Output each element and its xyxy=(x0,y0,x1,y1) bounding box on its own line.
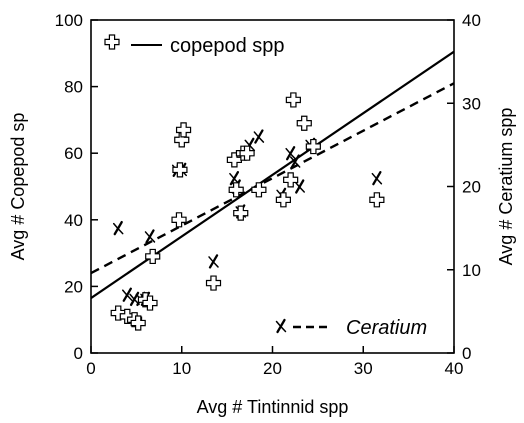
copepod-fit-line xyxy=(91,50,454,299)
x-marker-stroke xyxy=(208,256,219,268)
legend-copepod: copepod spp xyxy=(104,34,285,57)
copepod-point xyxy=(145,248,161,265)
copepod-point xyxy=(369,192,385,208)
axis-ticks xyxy=(90,19,455,354)
legend-ceratium-label: Ceratium xyxy=(346,317,427,339)
x-tick-label: 40 xyxy=(445,359,464,378)
y-right-tick-label: 0 xyxy=(462,344,471,363)
x-marker-stroke xyxy=(122,289,133,301)
y-left-tick-label: 40 xyxy=(64,211,83,230)
x-tick-label: 20 xyxy=(263,359,282,378)
x-marker-stroke xyxy=(112,222,124,235)
y-right-tick-label: 30 xyxy=(462,94,481,113)
copepod-point xyxy=(251,182,267,198)
copepod-point xyxy=(171,212,187,228)
y-left-tick-label: 60 xyxy=(64,144,83,163)
copepod-point xyxy=(119,308,135,324)
legend-ceratium-x xyxy=(275,318,287,334)
y-axis-left-label: Avg # Copepod sp xyxy=(8,113,28,261)
x-marker-stroke xyxy=(144,231,156,243)
y-left-tick-label: 20 xyxy=(64,277,83,296)
legend-copepod-cross xyxy=(104,34,120,50)
legend-copepod-marker xyxy=(104,34,120,50)
copepod-point xyxy=(172,162,188,178)
x-axis-label: Avg # Tintinnid spp xyxy=(197,397,349,417)
x-marker-stroke xyxy=(285,147,296,160)
y-right-tick-label: 20 xyxy=(462,178,481,197)
ceratium-point xyxy=(253,129,265,144)
ceratium-point xyxy=(208,254,219,269)
copepod-point xyxy=(205,275,222,291)
x-marker-stroke xyxy=(253,131,265,143)
data-markers xyxy=(110,92,385,331)
copepod-point xyxy=(226,152,242,168)
legend-copepod-label: copepod spp xyxy=(170,35,285,57)
legend-ceratium-marker xyxy=(275,318,287,334)
x-marker-stroke xyxy=(289,156,301,168)
copepod-point xyxy=(130,315,146,331)
legend-ceratium: Ceratium xyxy=(275,317,427,339)
copepod-point xyxy=(110,305,126,321)
copepod-point xyxy=(233,205,249,221)
ceratium-point xyxy=(122,287,133,302)
x-tick-label: 30 xyxy=(354,359,373,378)
ceratium-point xyxy=(112,220,124,236)
ceratium-point xyxy=(371,171,383,186)
ceratium-point xyxy=(285,146,296,161)
x-marker-stroke xyxy=(371,172,383,185)
fit-lines xyxy=(91,50,454,299)
copepod-point xyxy=(275,192,291,208)
x-tick-label: 0 xyxy=(86,359,95,378)
y-axis-right-label: Avg # Ceratium spp xyxy=(496,108,516,266)
ceratium-point xyxy=(144,229,156,244)
copepod-point xyxy=(239,145,255,161)
copepod-point xyxy=(296,115,312,131)
ceratium-point xyxy=(289,154,301,169)
y-left-tick-label: 0 xyxy=(74,344,83,363)
x-marker-stroke xyxy=(275,320,287,333)
x-tick-label: 10 xyxy=(172,359,191,378)
y-left-tick-label: 100 xyxy=(55,11,83,30)
copepod-point xyxy=(228,182,244,198)
y-left-tick-label: 80 xyxy=(64,78,83,97)
y-right-tick-label: 40 xyxy=(462,11,481,30)
copepod-point xyxy=(305,138,321,155)
y-right-tick-label: 10 xyxy=(462,261,481,280)
copepod-point xyxy=(142,295,158,311)
ceratium-fit-line xyxy=(91,82,454,275)
copepod-point xyxy=(175,122,192,138)
copepod-point xyxy=(283,172,299,188)
copepod-point xyxy=(285,92,301,108)
